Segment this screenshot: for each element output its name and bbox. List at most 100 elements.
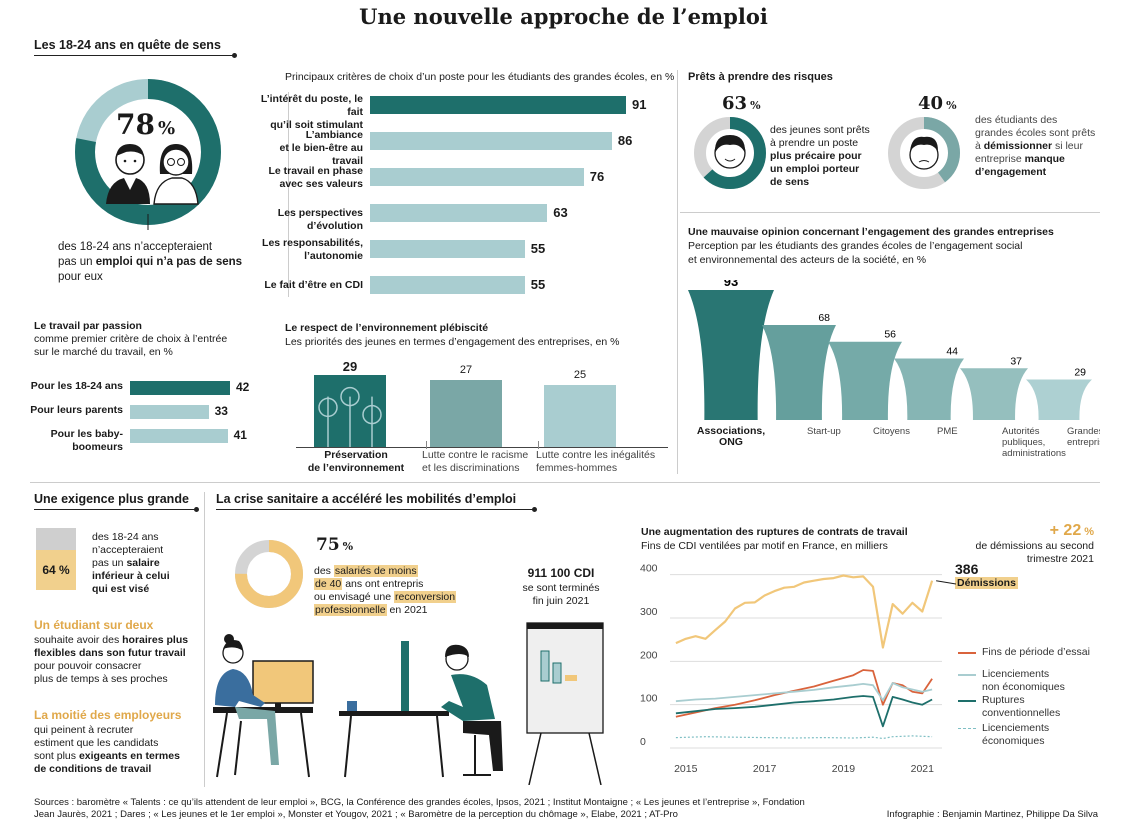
opinion-heading: Une mauvaise opinion concernant l’engage… [688, 226, 1054, 238]
opinion-bar [1026, 379, 1092, 420]
opinion-label-line: Grandes [1067, 426, 1100, 437]
opinion-label-line: PME [937, 426, 958, 437]
young-caption-line-3: pour eux [58, 271, 103, 283]
risk-b-line-5: d’engagement [975, 166, 1047, 178]
opinion-bar [762, 324, 836, 420]
criteria-label-line-1: Le travail en phase [268, 165, 363, 177]
environment-tick [538, 441, 539, 449]
risk-a-pct: 63% [722, 93, 761, 114]
opinion-label-line: entreprises [1067, 437, 1100, 448]
series-line [675, 695, 933, 728]
criteria-label-line-1: L’ambiance [305, 129, 363, 141]
demand-line-5: qui est visé [92, 583, 150, 595]
student-line-1-text: souhaite avoir des [34, 634, 123, 646]
criteria-label: Les responsabilités, l’autonomie [255, 237, 363, 263]
y-tick-label: 200 [640, 649, 658, 661]
demand-pct: 64 % [42, 563, 70, 577]
environment-label-line-1: Préservation [324, 449, 388, 461]
criteria-bar [370, 204, 548, 222]
opinion-bar [894, 358, 964, 420]
series-line [675, 682, 933, 703]
student-line-1-bold: horaires plus [122, 634, 189, 646]
environment-heading-block: Le respect de l’environnement plébiscité… [285, 321, 619, 349]
sources-line-2: Jean Jaurès, 2021 ; Dares ; « Les jeunes… [34, 809, 678, 820]
opinion-bar [960, 368, 1028, 420]
employer-line-2: estiment que les candidats [34, 737, 159, 749]
crisis-caption: des salariés de moins de 40 ans ont entr… [314, 565, 474, 617]
forest-illustration [318, 386, 382, 447]
opinion-heading-block: Une mauvaise opinion concernant l’engage… [688, 225, 1054, 267]
ruptures-callout-line-1: de démissions au second [975, 540, 1095, 552]
student-block: Un étudiant sur deux souhaite avoir des … [34, 619, 209, 686]
sources-line-1: Sources : baromètre « Talents : ce qu’il… [34, 797, 805, 808]
series-line [675, 574, 934, 649]
risk-b-caption: des étudiants des grandes écoles sont pr… [975, 114, 1105, 179]
student-line-4: plus de temps à ses proches [34, 673, 168, 685]
mid-divider [30, 482, 1100, 483]
young-caption-line-2: pas un emploi qui n’a pas de sens [58, 255, 248, 270]
demand-line-4: inférieur à celui [92, 570, 170, 582]
demand-line-3-text: pas un [92, 557, 127, 569]
heading-dot [232, 53, 237, 58]
risks-divider [680, 212, 1100, 213]
x-tick-label: 2019 [832, 763, 856, 775]
y-tick-label: 400 [640, 563, 658, 575]
environment-bar [544, 384, 616, 447]
criteria-label: Le travail en phase avec ses valeurs [255, 165, 363, 191]
young-caption-line-1: des 18-24 ans n’accepteraient [58, 241, 213, 253]
criteria-label-line-1: L’intérêt du poste, le fait [260, 93, 363, 118]
crisis-pct-value: 75 [316, 535, 340, 555]
legend-label-line-2: conventionnelles [982, 707, 1061, 719]
environment-label-line-1: Lutte contre le racisme [422, 449, 529, 461]
legend-swatch [958, 728, 976, 729]
crisis-line-2: de 40 ans ont entrepris [314, 578, 474, 591]
right-column-divider [677, 70, 678, 474]
crisis-line-3: ou envisagé une reconversion [314, 591, 474, 604]
credit: Infographie : Benjamin Martinez, Philipp… [886, 809, 1098, 820]
passion-sub-1: comme premier critère de choix à l’entré… [34, 333, 228, 345]
cdi-line-2: fin juin 2021 [532, 595, 590, 607]
legend-swatch [958, 700, 976, 702]
crisis-line-1-text: des [314, 565, 334, 577]
risk-a-pct-unit: % [750, 99, 761, 112]
ruptures-callout-pct-unit: % [1084, 526, 1094, 538]
crisis-donut-arc [235, 540, 303, 608]
risk-b-line-4-bold: manque [1024, 153, 1065, 165]
risk-b-line-2: grandes écoles sont prêts [975, 127, 1096, 139]
passion-sub-2: sur le marché du travail, en % [34, 346, 173, 358]
passion-label-line-2: boomeurs [72, 441, 123, 453]
employer-line-4: de conditions de travail [34, 763, 152, 775]
legend-label-line-1: Fins de période d’essai [982, 646, 1090, 658]
page-title: Une nouvelle approche de l’emploi [359, 4, 768, 29]
sources: Sources : baromètre « Talents : ce qu’il… [34, 797, 854, 821]
passion-bar [130, 405, 209, 419]
opinion-label-line: ONG [719, 436, 743, 448]
risk-b-line-3: à démissionner si leur [975, 140, 1105, 153]
criteria-label-line-2: et le bien-être au travail [279, 142, 363, 167]
legend-label-line-2: économiques [982, 735, 1045, 747]
criteria-value: 76 [589, 169, 605, 184]
cdi-line-1: se sont terminés [522, 582, 600, 594]
criteria-heading: Principaux critères de choix d’un poste … [285, 71, 675, 83]
risk-b-line-4: entreprise manque [975, 153, 1105, 166]
cdi-block: 911 100 CDI se sont terminés fin juin 20… [506, 566, 616, 608]
risk-a-line-1: des jeunes sont prêts [770, 124, 870, 136]
passion-value: 41 [233, 428, 247, 442]
demand-line-3-bold: salaire [126, 557, 160, 569]
crisis-line-2-hl: de 40 [314, 578, 343, 590]
office-illustration [213, 622, 604, 785]
x-tick-label: 2015 [674, 763, 698, 775]
criteria-value: 91 [632, 97, 647, 112]
legend-label: Licenciements non économiques [982, 668, 1100, 694]
ruptures-callout-pct-value: + 22 [1049, 522, 1082, 539]
criteria-label: Les perspectives d’évolution [255, 207, 363, 233]
man-at-desk [339, 641, 503, 778]
student-line-3: pour pouvoir consacrer [34, 660, 142, 672]
opinion-value: 37 [1010, 355, 1022, 367]
risk-a-face-illustration [714, 135, 746, 169]
passion-label-line-1: Pour leurs parents [30, 404, 123, 416]
criteria-label-line-2: qu’il soit stimulant [270, 119, 363, 131]
criteria-label: Le fait d’être en CDI [255, 279, 363, 292]
criteria-label: L’ambiance et le bien-être au travail [255, 129, 363, 168]
risk-b-pct-value: 40 [918, 93, 944, 114]
